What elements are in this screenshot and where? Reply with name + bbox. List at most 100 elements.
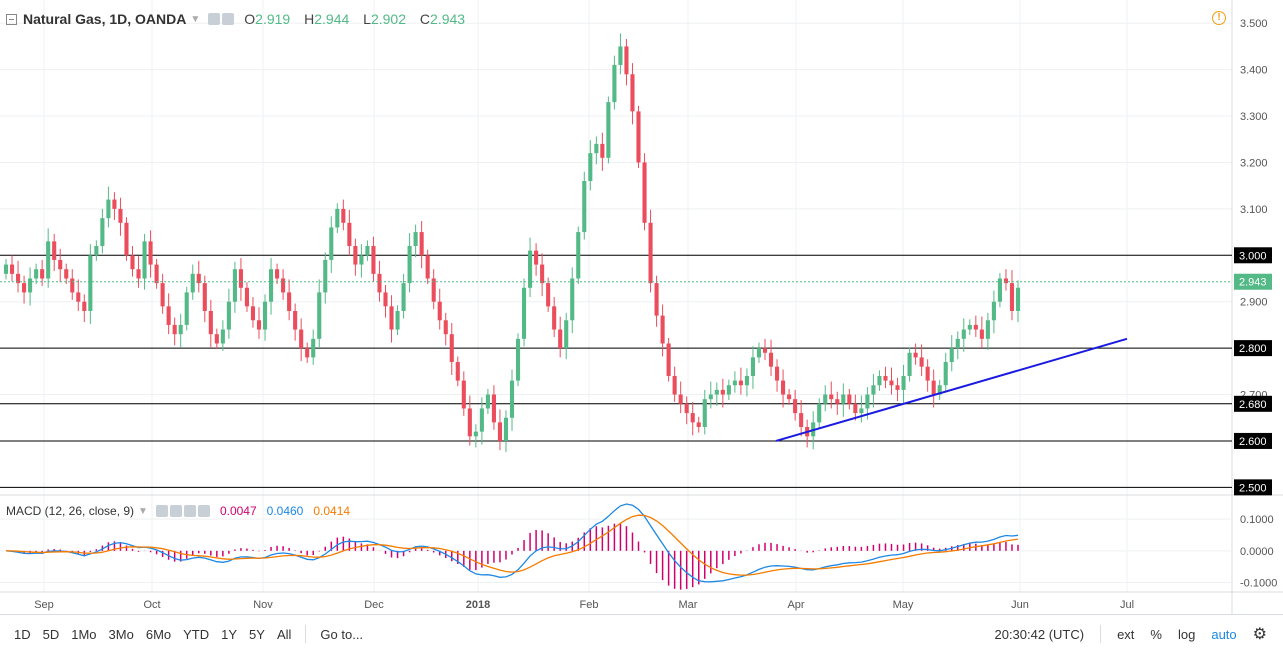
candle-body bbox=[684, 403, 689, 414]
macd-close-icon[interactable] bbox=[197, 505, 210, 517]
time-tick-label: Nov bbox=[253, 599, 273, 611]
candle bbox=[768, 339, 774, 376]
open-value: 2.919 bbox=[255, 11, 291, 27]
candle bbox=[106, 186, 111, 228]
visibility-icon[interactable] bbox=[222, 13, 235, 25]
candle-body bbox=[281, 278, 286, 293]
gear-icon[interactable]: ⚙ bbox=[1252, 626, 1267, 643]
candle-body bbox=[600, 143, 605, 158]
candle bbox=[708, 381, 713, 409]
candle-body bbox=[317, 292, 322, 339]
candle-body bbox=[190, 273, 195, 293]
candle-body bbox=[606, 102, 611, 158]
time-tick-label: Sep bbox=[34, 599, 54, 611]
candle-body bbox=[865, 394, 870, 409]
candle-body bbox=[702, 399, 707, 428]
symbol-title[interactable]: Natural Gas, 1D, OANDA bbox=[23, 11, 187, 27]
candle-body bbox=[94, 246, 99, 256]
candle bbox=[528, 237, 533, 298]
candle bbox=[600, 132, 605, 171]
range-3mo[interactable]: 3Mo bbox=[108, 626, 134, 642]
time-tick-label: Apr bbox=[787, 599, 804, 611]
candle bbox=[377, 260, 382, 302]
ext-toggle[interactable]: ext bbox=[1117, 626, 1135, 642]
collapse-icon[interactable] bbox=[6, 13, 17, 25]
candle bbox=[3, 258, 9, 280]
candle bbox=[395, 305, 400, 336]
candle-body bbox=[419, 232, 424, 256]
range-5y[interactable]: 5Y bbox=[249, 626, 265, 642]
high-value: 2.944 bbox=[314, 11, 350, 27]
price-chart[interactable]: 3.500 3.400 3.300 3.200 3.100 3.000 2.900 2.800… bbox=[0, 0, 1283, 614]
candle bbox=[268, 258, 274, 315]
candle-body bbox=[226, 301, 231, 330]
candle bbox=[564, 312, 569, 360]
candle bbox=[142, 233, 147, 290]
candle-body bbox=[1015, 287, 1021, 311]
percent-toggle[interactable]: % bbox=[1150, 626, 1162, 642]
candle-body bbox=[654, 283, 659, 316]
macd-title[interactable]: MACD (12, 26, close, 9) bbox=[6, 504, 135, 518]
candle bbox=[449, 323, 454, 376]
level-label: 3.000 bbox=[1239, 250, 1267, 262]
candle-body bbox=[335, 208, 340, 228]
candle bbox=[214, 328, 219, 350]
range-all[interactable]: All bbox=[276, 626, 292, 642]
candle-body bbox=[124, 222, 129, 256]
candle bbox=[534, 243, 539, 276]
candle-body bbox=[847, 394, 852, 404]
candle bbox=[546, 277, 551, 312]
candle bbox=[521, 278, 527, 347]
candle bbox=[184, 286, 189, 331]
candle bbox=[202, 275, 207, 323]
open-label: O bbox=[244, 11, 256, 27]
candle-body bbox=[883, 375, 888, 381]
candle bbox=[744, 368, 749, 397]
candle bbox=[275, 263, 280, 285]
macd-chevron-icon[interactable]: ▼ bbox=[138, 505, 148, 517]
range-1y[interactable]: 1Y bbox=[221, 626, 238, 642]
candle bbox=[1009, 270, 1015, 321]
goto-button[interactable]: Go to... bbox=[320, 626, 364, 642]
candle-body bbox=[485, 394, 490, 409]
candle bbox=[612, 55, 617, 110]
candle bbox=[371, 236, 376, 282]
candle-body bbox=[708, 394, 713, 400]
candle-body bbox=[943, 362, 948, 386]
range-1d[interactable]: 1D bbox=[14, 626, 31, 642]
candle-body bbox=[955, 338, 960, 349]
chevron-down-icon[interactable]: ▼ bbox=[190, 13, 201, 25]
candle bbox=[859, 395, 864, 423]
candle bbox=[871, 374, 876, 408]
candle bbox=[997, 272, 1002, 308]
range-6mo[interactable]: 6Mo bbox=[145, 626, 172, 642]
warning-icon[interactable]: ! bbox=[1212, 11, 1226, 25]
range-1mo[interactable]: 1Mo bbox=[71, 626, 97, 642]
auto-toggle[interactable]: auto bbox=[1211, 626, 1237, 642]
macd-line-value: 0.0460 bbox=[266, 504, 304, 518]
candle-body bbox=[889, 380, 894, 386]
level-label: 2.600 bbox=[1239, 436, 1267, 448]
candle bbox=[570, 267, 575, 334]
candle-body bbox=[431, 278, 436, 302]
candle bbox=[829, 381, 834, 409]
candle bbox=[335, 203, 340, 234]
range-5d[interactable]: 5D bbox=[42, 626, 60, 642]
candle bbox=[787, 388, 792, 405]
clock[interactable]: 20:30:42 (UTC) bbox=[994, 626, 1085, 642]
candle-body bbox=[136, 269, 141, 279]
settings-icon[interactable] bbox=[208, 13, 221, 25]
candle bbox=[750, 346, 756, 389]
log-toggle[interactable]: log bbox=[1177, 626, 1196, 642]
range-ytd[interactable]: YTD bbox=[183, 626, 210, 642]
candle bbox=[34, 263, 39, 285]
price-tick-label: 3.500 bbox=[1240, 18, 1268, 30]
macd-add-icon[interactable] bbox=[183, 505, 196, 517]
candle-body bbox=[509, 380, 515, 418]
macd-settings-icon[interactable] bbox=[155, 505, 168, 517]
candle bbox=[425, 249, 430, 285]
candle bbox=[329, 216, 334, 273]
candle bbox=[178, 313, 183, 348]
candle bbox=[841, 383, 846, 417]
macd-visibility-icon[interactable] bbox=[169, 505, 182, 517]
